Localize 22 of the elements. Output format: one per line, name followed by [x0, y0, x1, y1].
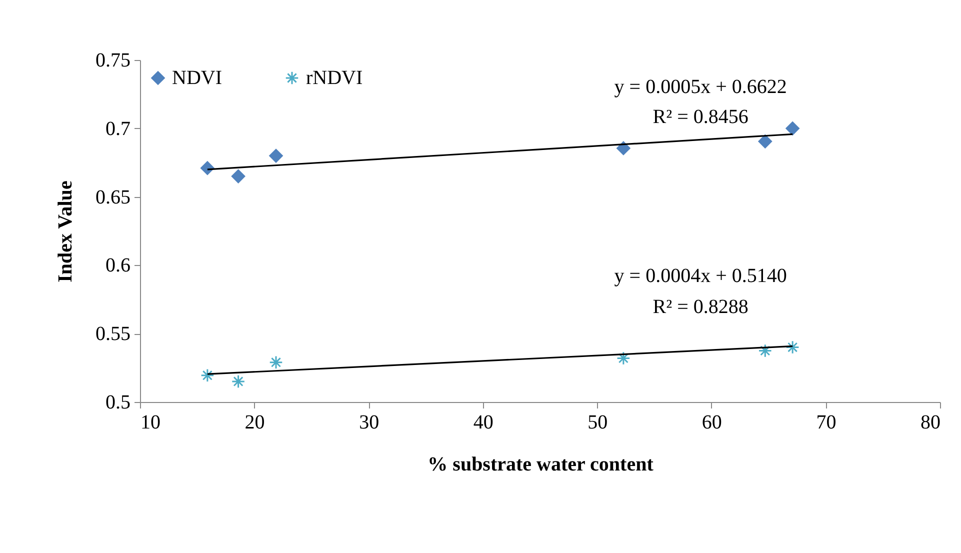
x-axis-title: % substrate water content: [428, 454, 654, 476]
y-tick-label: 0.65: [96, 186, 130, 208]
y-tick-label: 0.55: [96, 323, 130, 346]
y-axis-title: Index Value: [54, 180, 76, 282]
annotation: y = 0.0004x + 0.5140: [614, 265, 787, 288]
y-tick-label: 0.6: [106, 254, 130, 277]
legend-label: rNDVI: [306, 67, 363, 89]
annotation: R² = 0.8288: [652, 296, 748, 318]
x-tick-label: 50: [588, 412, 608, 434]
x-tick-label: 30: [359, 412, 380, 434]
annotation: R² = 0.8456: [652, 106, 748, 128]
y-tick-label: 0.7: [106, 118, 130, 140]
x-tick-label: 70: [816, 412, 836, 434]
y-tick-label: 0.75: [96, 50, 130, 72]
legend-label: NDVI: [172, 67, 222, 89]
annotation: y = 0.0005x + 0.6622: [614, 76, 787, 98]
y-tick-label: 0.5: [106, 392, 130, 414]
x-tick-label: 60: [702, 412, 722, 434]
x-tick-label: 10: [140, 412, 160, 434]
x-tick-label: 80: [920, 412, 940, 434]
x-tick-label: 20: [244, 412, 265, 434]
x-tick-label: 40: [473, 412, 494, 434]
